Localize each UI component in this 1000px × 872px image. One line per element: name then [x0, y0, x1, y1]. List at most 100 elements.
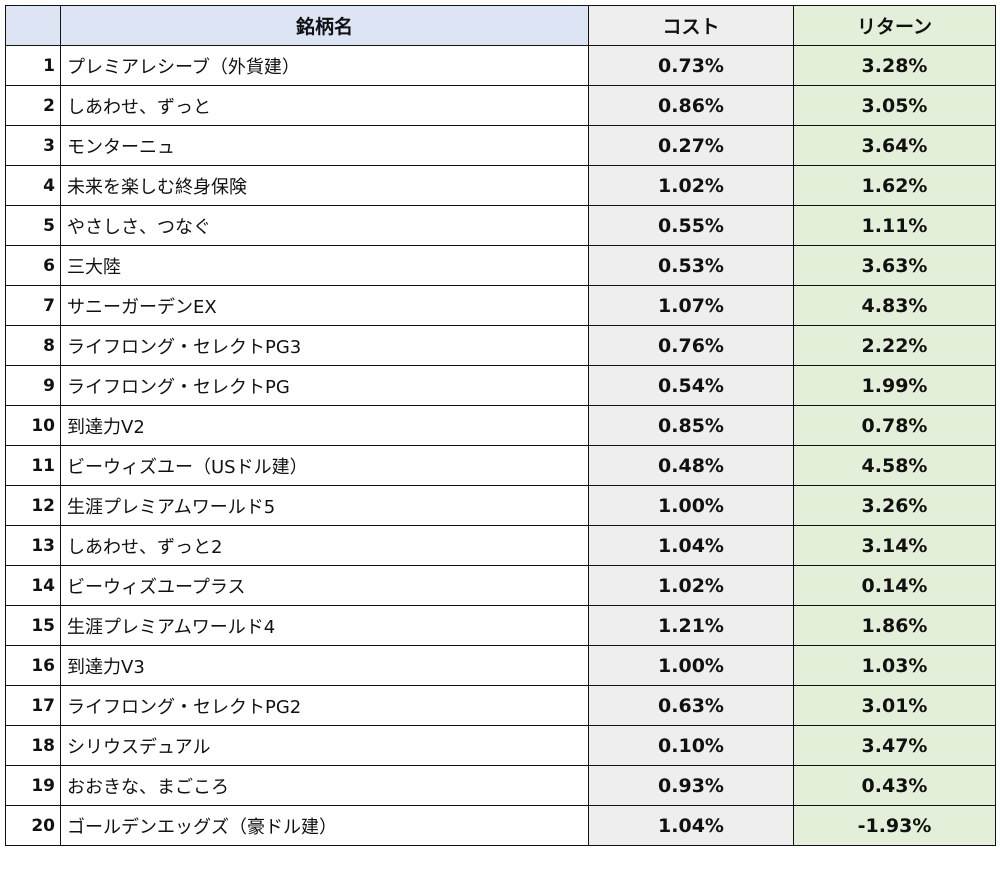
cost-cell: 0.10%	[588, 725, 794, 766]
cost-cell: 1.02%	[588, 165, 794, 206]
row-index: 10	[5, 405, 61, 446]
header-row: 銘柄名 コスト リターン	[5, 5, 996, 46]
product-name: 生涯プレミアムワールド4	[60, 605, 589, 646]
table-row: 20 ゴールデンエッグズ（豪ドル建） 1.04% -1.93%	[5, 805, 996, 846]
product-name: やさしさ、つなぐ	[60, 205, 589, 246]
cost-cell: 1.04%	[588, 525, 794, 566]
table-row: 17 ライフロング・セレクトPG2 0.63% 3.01%	[5, 685, 996, 726]
table-row: 16 到達力V3 1.00% 1.03%	[5, 645, 996, 686]
product-name: ライフロング・セレクトPG2	[60, 685, 589, 726]
row-index: 12	[5, 485, 61, 526]
table-row: 15 生涯プレミアムワールド4 1.21% 1.86%	[5, 605, 996, 646]
product-name: 三大陸	[60, 245, 589, 286]
header-index	[5, 5, 61, 46]
product-name: しあわせ、ずっと	[60, 85, 589, 126]
return-cell: 3.26%	[793, 485, 996, 526]
table-row: 4 未来を楽しむ終身保険 1.02% 1.62%	[5, 165, 996, 206]
header-cell: リターン	[793, 5, 996, 46]
table-row: 9 ライフロング・セレクトPG 0.54% 1.99%	[5, 365, 996, 406]
return-cell: 2.22%	[793, 325, 996, 366]
return-cell: 3.63%	[793, 245, 996, 286]
row-index: 3	[5, 125, 61, 166]
product-name: モンターニュ	[60, 125, 589, 166]
product-name: シリウスデュアル	[60, 725, 589, 766]
table-row: 1 プレミアレシーブ（外貨建） 0.73% 3.28%	[5, 45, 996, 86]
row-index: 16	[5, 645, 61, 686]
table-row: 12 生涯プレミアムワールド5 1.00% 3.26%	[5, 485, 996, 526]
return-cell: 0.14%	[793, 565, 996, 606]
cost-cell: 0.55%	[588, 205, 794, 246]
product-name: ライフロング・セレクトPG3	[60, 325, 589, 366]
table-row: 6 三大陸 0.53% 3.63%	[5, 245, 996, 286]
cost-cell: 1.02%	[588, 565, 794, 606]
table-row: 19 おおきな、まごころ 0.93% 0.43%	[5, 765, 996, 806]
product-name: 生涯プレミアムワールド5	[60, 485, 589, 526]
table-row: 13 しあわせ、ずっと2 1.04% 3.14%	[5, 525, 996, 566]
product-name: しあわせ、ずっと2	[60, 525, 589, 566]
product-name: 到達力V3	[60, 645, 589, 686]
return-cell: 0.43%	[793, 765, 996, 806]
return-cell: 3.28%	[793, 45, 996, 86]
table-row: 18 シリウスデュアル 0.10% 3.47%	[5, 725, 996, 766]
table-row: 3 モンターニュ 0.27% 3.64%	[5, 125, 996, 166]
cost-cell: 1.00%	[588, 485, 794, 526]
return-cell: 3.47%	[793, 725, 996, 766]
product-name: ビーウィズユー（USドル建）	[60, 445, 589, 486]
row-index: 8	[5, 325, 61, 366]
row-index: 13	[5, 525, 61, 566]
table-row: 10 到達力V2 0.85% 0.78%	[5, 405, 996, 446]
row-index: 1	[5, 45, 61, 86]
cost-cell: 0.63%	[588, 685, 794, 726]
product-name: プレミアレシーブ（外貨建）	[60, 45, 589, 86]
row-index: 18	[5, 725, 61, 766]
row-index: 7	[5, 285, 61, 326]
cost-cell: 0.76%	[588, 325, 794, 366]
product-name: おおきな、まごころ	[60, 765, 589, 806]
table-body: 1 プレミアレシーブ（外貨建） 0.73% 3.28% 2 しあわせ、ずっと 0.86% 3.…	[5, 45, 996, 846]
return-cell: 3.05%	[793, 85, 996, 126]
cost-cell: 1.21%	[588, 605, 794, 646]
return-cell: 3.01%	[793, 685, 996, 726]
table-row: 8 ライフロング・セレクトPG3 0.76% 2.22%	[5, 325, 996, 366]
cost-cell: 0.86%	[588, 85, 794, 126]
cost-cell: 0.48%	[588, 445, 794, 486]
return-cell: 1.99%	[793, 365, 996, 406]
return-cell: 3.14%	[793, 525, 996, 566]
return-cell: -1.93%	[793, 805, 996, 846]
table-row: 14 ビーウィズユープラス 1.02% 0.14%	[5, 565, 996, 606]
return-cell: 3.64%	[793, 125, 996, 166]
row-index: 6	[5, 245, 61, 286]
ranking-table: 銘柄名 コスト リターン 1 プレミアレシーブ（外貨建） 0.73% 3.28% 2 しあ…	[5, 5, 996, 846]
row-index: 2	[5, 85, 61, 126]
table-row: 7 サニーガーデンEX 1.07% 4.83%	[5, 285, 996, 326]
row-index: 19	[5, 765, 61, 806]
return-cell: 4.83%	[793, 285, 996, 326]
cost-cell: 0.85%	[588, 405, 794, 446]
table-row: 2 しあわせ、ずっと 0.86% 3.05%	[5, 85, 996, 126]
row-index: 11	[5, 445, 61, 486]
product-name: ビーウィズユープラス	[60, 565, 589, 606]
row-index: 5	[5, 205, 61, 246]
product-name: サニーガーデンEX	[60, 285, 589, 326]
return-cell: 4.58%	[793, 445, 996, 486]
product-name: ゴールデンエッグズ（豪ドル建）	[60, 805, 589, 846]
table-row: 5 やさしさ、つなぐ 0.55% 1.11%	[5, 205, 996, 246]
cost-cell: 1.04%	[588, 805, 794, 846]
row-index: 4	[5, 165, 61, 206]
table-row: 11 ビーウィズユー（USドル建） 0.48% 4.58%	[5, 445, 996, 486]
product-name: ライフロング・セレクトPG	[60, 365, 589, 406]
row-index: 17	[5, 685, 61, 726]
header-cell: コスト	[588, 5, 794, 46]
row-index: 14	[5, 565, 61, 606]
cost-cell: 1.07%	[588, 285, 794, 326]
product-name: 未来を楽しむ終身保険	[60, 165, 589, 206]
return-cell: 0.78%	[793, 405, 996, 446]
row-index: 20	[5, 805, 61, 846]
row-index: 9	[5, 365, 61, 406]
cost-cell: 0.27%	[588, 125, 794, 166]
cost-cell: 0.54%	[588, 365, 794, 406]
cost-cell: 0.53%	[588, 245, 794, 286]
row-index: 15	[5, 605, 61, 646]
cost-cell: 0.73%	[588, 45, 794, 86]
